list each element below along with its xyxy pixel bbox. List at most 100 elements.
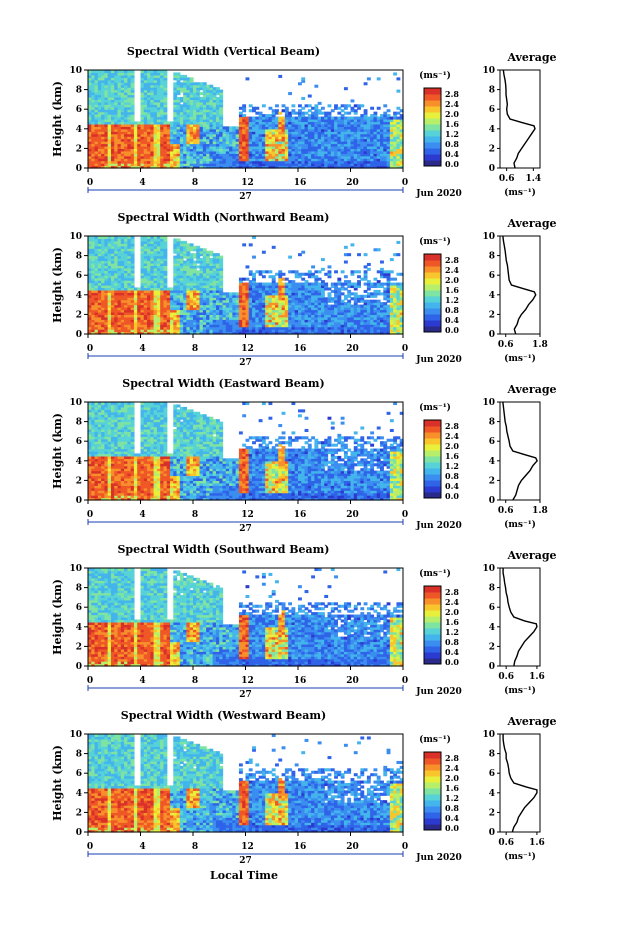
y-tick-label: 0 [76, 164, 82, 174]
colorbar-swatch [424, 118, 441, 125]
colorbar-swatch [424, 154, 441, 161]
colorbar-swatch [424, 100, 441, 107]
heatmap-cell [377, 77, 381, 80]
colorbar-swatch [424, 112, 441, 119]
colorbar-tick-label: 2.0 [445, 109, 459, 119]
date-label: 27 [239, 192, 252, 202]
x-tick-label: 20 [346, 178, 359, 188]
colorbar-swatch [424, 106, 441, 113]
average-x-tick-label: 0.6 [499, 174, 515, 184]
heatmap-cell [396, 90, 400, 93]
average-profile-line [503, 70, 535, 168]
heatmap-cell [301, 251, 305, 254]
colorbar-swatch [424, 148, 441, 155]
colorbar-tick-label: 0.4 [445, 149, 459, 159]
heatmap-cell [262, 275, 266, 278]
heatmap-cell [308, 95, 312, 98]
colorbar-tick-label: 1.6 [445, 119, 459, 129]
heatmap-cell [314, 85, 318, 88]
panel-title: Spectral Width (Vertical Beam) [127, 45, 320, 58]
colorbar-swatch [424, 124, 441, 131]
heatmap-cell [262, 104, 266, 107]
colorbar-unit-label: (ms⁻¹) [419, 70, 451, 81]
heatmap-cell [377, 107, 381, 110]
colorbar-swatch [424, 88, 441, 95]
x-tick-label: 12 [241, 178, 254, 188]
heatmap-cell [242, 104, 246, 107]
heatmap-cell [272, 246, 276, 249]
average-x-tick-label: 1.4 [525, 174, 541, 184]
heatmap-cell [311, 265, 315, 268]
average-y-tick-label: 8 [489, 86, 495, 96]
heatmap-cell [364, 82, 368, 85]
heatmap-cell [396, 77, 400, 80]
average-y-tick-label: 2 [489, 144, 495, 154]
heatmap-cell [246, 77, 250, 80]
heatmap-cell [219, 90, 223, 93]
heatmap-cell [351, 99, 355, 102]
colorbar-tick-label: 0.0 [445, 159, 459, 169]
heatmap-cell [328, 104, 332, 107]
heatmap-cell [282, 273, 286, 276]
x-tick-label: 16 [294, 178, 307, 188]
heatmap-cell [262, 251, 266, 254]
heatmap-cell [370, 107, 374, 110]
colorbar-swatch [424, 136, 441, 143]
x-tick-label: 8 [192, 178, 198, 188]
heatmap-cell [373, 112, 377, 115]
month-label: Jun 2020 [415, 189, 462, 199]
heatmap-cell [318, 102, 322, 105]
average-y-tick-label: 4 [489, 125, 495, 135]
heatmap [88, 70, 404, 169]
heatmap-cell [291, 104, 295, 107]
colorbar-swatch [424, 130, 441, 137]
heatmap-cell [288, 256, 292, 259]
panel-title: Spectral Width (Northward Beam) [118, 211, 330, 224]
heatmap-cell [246, 265, 250, 268]
colorbar-swatch [424, 142, 441, 149]
heatmap-cell [321, 107, 325, 110]
average-y-tick-label: 0 [489, 164, 495, 174]
heatmap-cell [387, 109, 391, 112]
average-y-tick-label: 6 [489, 105, 495, 115]
heatmap-cell [367, 77, 371, 80]
heatmap-cell [268, 270, 272, 273]
x-tick-label: 0 [87, 178, 93, 188]
y-tick-label: 2 [76, 144, 82, 154]
average-title: Average [506, 51, 556, 64]
heatmap-cell [275, 104, 279, 107]
heatmap-cell [344, 87, 348, 90]
heatmap-cell [383, 104, 387, 107]
heatmap-cell [285, 107, 289, 110]
heatmap-cell [301, 77, 305, 80]
heatmap-cell [252, 256, 256, 259]
y-axis-label: Height (km) [51, 81, 64, 157]
heatmap-cell [364, 109, 368, 112]
y-tick-label: 10 [69, 66, 82, 76]
x-tick-label: 4 [139, 178, 145, 188]
y-tick-label: 4 [76, 125, 82, 135]
heatmap-cell [301, 97, 305, 100]
heatmap-cell [393, 72, 397, 75]
heatmap-cell [288, 92, 292, 95]
average-y-tick-label: 10 [482, 66, 495, 76]
colorbar-swatch [424, 94, 441, 101]
heatmap-cell [360, 104, 364, 107]
y-tick-label: 6 [76, 105, 82, 115]
heatmap-cell [190, 77, 194, 80]
heatmap-cell [255, 107, 259, 110]
average-x-label: (ms⁻¹) [504, 187, 536, 198]
heatmap-cell [219, 256, 223, 259]
colorbar-tick-label: 0.8 [445, 139, 459, 149]
x-tick-label: 0 [402, 178, 408, 188]
heatmap-cell [249, 243, 253, 246]
colorbar-tick-label: 1.2 [445, 129, 459, 139]
colorbar-tick-label: 2.4 [445, 99, 459, 109]
heatmap-cell [242, 243, 246, 246]
heatmap [88, 236, 404, 335]
y-tick-label: 8 [76, 86, 82, 96]
heatmap-cell [278, 75, 282, 78]
colorbar-tick-label: 2.8 [445, 89, 459, 99]
